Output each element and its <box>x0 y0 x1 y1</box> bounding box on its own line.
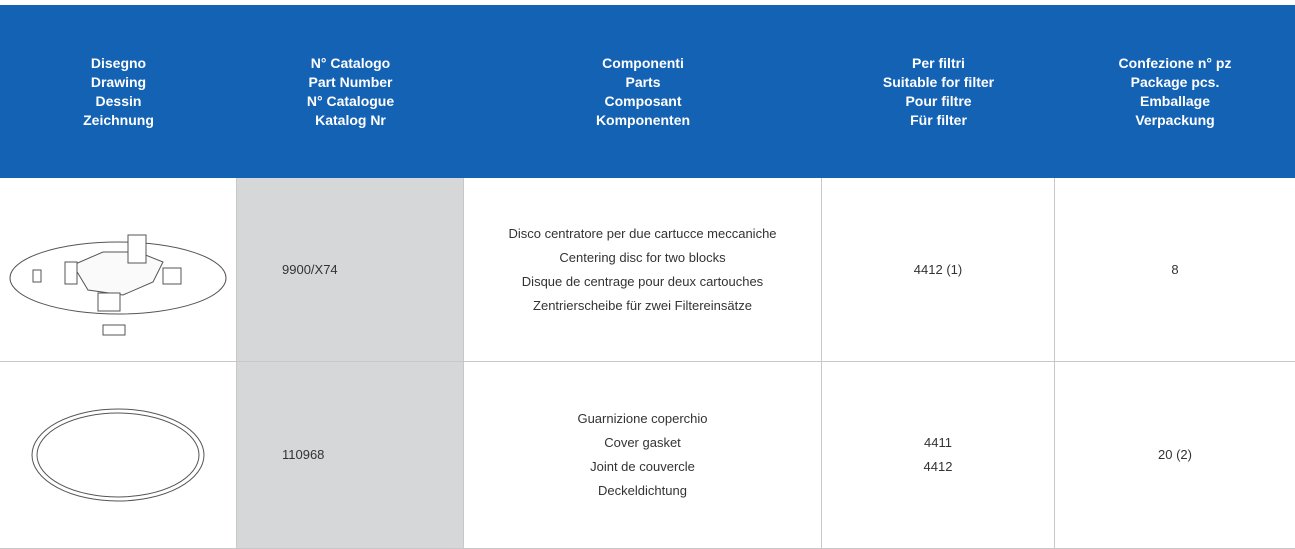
text-line: 20 (2) <box>1158 447 1192 462</box>
disc-drawing <box>9 234 227 335</box>
text-line: Pour filtre <box>905 92 972 109</box>
body-cell: 9900/X74 <box>237 178 464 362</box>
header-bg <box>0 5 1295 178</box>
text-line: Katalog Nr <box>315 111 386 128</box>
text-line: Cover gasket <box>604 435 681 450</box>
text-line: Dessin <box>95 92 142 109</box>
text-line: N° Catalogue <box>306 92 395 109</box>
text-line: 4412 <box>923 459 953 474</box>
text-line: Suitable for filter <box>882 73 995 90</box>
text-line: Zentrierscheibe für zwei Filtereinsätze <box>533 297 752 313</box>
text-line: Disco centratore per due cartucce meccan… <box>508 225 777 241</box>
body-cell: Disco centratore per due cartucce meccan… <box>464 178 822 362</box>
text-line: Emballage <box>1139 92 1211 109</box>
drawing-cell <box>0 362 237 549</box>
text-line: Zeichnung <box>83 111 154 128</box>
body-cell: Guarnizione coperchio Cover gasket Joint d… <box>464 362 822 549</box>
body-cell: 8 <box>1055 178 1295 362</box>
header-cell: Confezione n° pz Package pcs. Emballage Ver… <box>1055 5 1295 178</box>
text-line: Parts <box>625 73 661 90</box>
text-line: 110968 <box>282 447 325 462</box>
text-line: Deckeldichtung <box>598 483 687 498</box>
text-line: 4411 <box>924 435 952 450</box>
text-line: N° Catalogo <box>310 54 391 71</box>
header-cell: Componenti Parts Composant Komponenten <box>464 5 822 178</box>
text-line: Per filtri <box>912 54 965 71</box>
text-line: Composant <box>604 92 682 109</box>
text-line: Verpackung <box>1135 111 1215 128</box>
header-cell: Per filtri Suitable for filter Pour filtre… <box>822 5 1055 178</box>
text-line: Confezione n° pz <box>1118 54 1232 71</box>
text-line: Guarnizione coperchio <box>577 411 708 426</box>
body-cell: 110968 <box>237 362 464 549</box>
body-cell: 20 (2) <box>1055 362 1295 549</box>
text-line: Centering disc for two blocks <box>559 249 726 265</box>
text-line: Part Number <box>308 73 393 90</box>
header-cell: Disegno Drawing Dessin Zeichnung <box>0 5 237 178</box>
text-line: Componenti <box>602 54 684 71</box>
text-line: Package pcs. <box>1130 73 1220 90</box>
text-line: 4412 (1) <box>913 261 963 277</box>
text-line: Joint de couvercle <box>590 459 695 474</box>
header-cell: N° Catalogo Part Number N° Catalogue Katalo… <box>237 5 464 178</box>
text-line: 8 <box>1171 261 1179 277</box>
text-line: Für filter <box>910 111 967 128</box>
text-line: Drawing <box>90 73 147 90</box>
text-line: Disque de centrage pour deux cartouches <box>521 273 764 289</box>
body-cell: 4411 4412 <box>822 362 1055 549</box>
text-line: 9900/X74 <box>282 261 338 277</box>
body-cell: 4412 (1) <box>822 178 1055 362</box>
text-line: Komponenten <box>595 111 691 128</box>
drawing-cell <box>0 178 237 362</box>
gasket-drawing <box>31 408 205 502</box>
text-line: Disegno <box>90 54 147 71</box>
